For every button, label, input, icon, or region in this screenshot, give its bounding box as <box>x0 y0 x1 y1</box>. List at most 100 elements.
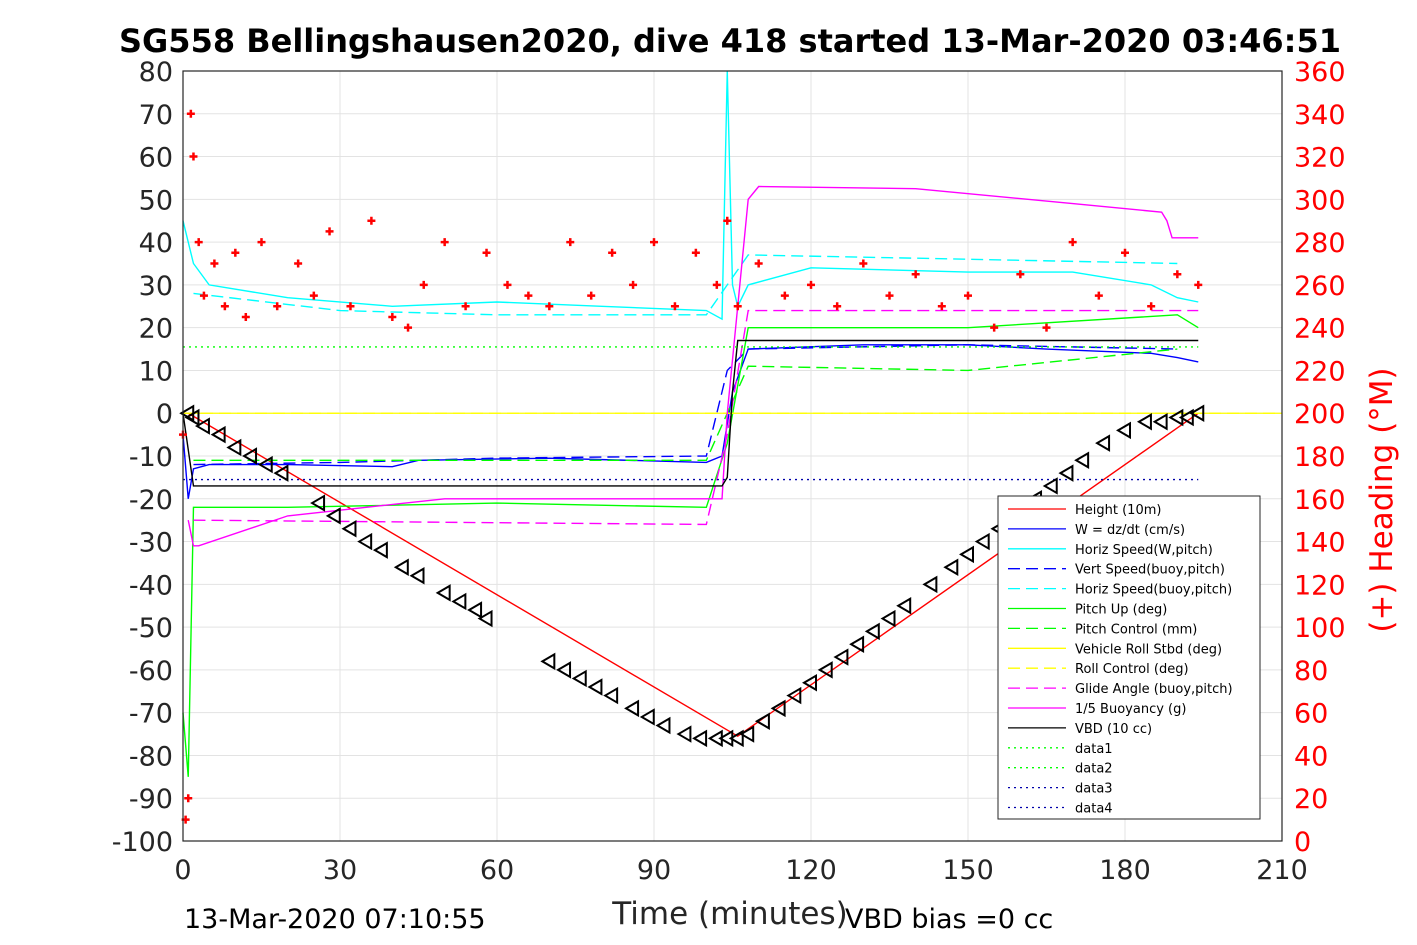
y2-tick-label: 280 <box>1294 228 1346 259</box>
heading-point <box>566 238 575 247</box>
x-tick-label: 60 <box>480 855 514 886</box>
vbd-marker <box>210 425 226 444</box>
y-axis-ticks: 80 70 60 50 40 30 20 10 0 -10 -20 -30 -40 -50 -60 -70 -8… <box>112 57 173 858</box>
heading-point <box>367 216 376 225</box>
heading-point <box>199 291 208 300</box>
vbd-marker <box>477 609 493 628</box>
y-tick-label: 10 <box>139 356 173 387</box>
vbd-marker <box>922 575 938 594</box>
y2-tick-label: 80 <box>1294 656 1328 687</box>
vbd-marker <box>880 609 896 628</box>
y2-tick-label: 220 <box>1294 356 1346 387</box>
vbd-marker <box>639 708 655 726</box>
heading-point <box>691 248 700 257</box>
y2-tick-label: 200 <box>1294 399 1346 430</box>
series-w-dz-dt-cm-s <box>182 344 1199 499</box>
legend-entry-label: Horiz Speed(buoy,pitch) <box>1075 583 1232 598</box>
vbd-marker <box>692 729 708 748</box>
legend-entry-label: data1 <box>1075 742 1113 757</box>
y2-tick-label: 260 <box>1294 271 1346 302</box>
series-horiz-speed-buoy-pitch <box>193 254 1178 316</box>
y2-tick-label: 60 <box>1294 699 1328 730</box>
heading-point <box>309 291 318 300</box>
vbd-markers <box>179 404 1205 748</box>
vbd-marker <box>1042 477 1058 495</box>
y-tick-label: 80 <box>139 57 173 88</box>
vbd-marker <box>393 558 409 576</box>
vbd-marker <box>864 622 880 641</box>
legend-box <box>997 495 1261 820</box>
y2-axis-label: (+) Heading (°M) <box>1364 367 1400 632</box>
vbd-marker <box>357 532 373 551</box>
x-tick-label: 120 <box>785 855 837 886</box>
y-tick-label: -70 <box>129 699 173 730</box>
y-tick-label: -80 <box>129 741 173 772</box>
vbd-marker <box>273 464 289 482</box>
y2-tick-label: 20 <box>1294 784 1328 815</box>
vbd-marker <box>959 545 974 564</box>
heading-point <box>1173 270 1182 279</box>
legend-entry-label: 1/5 Buoyancy (g) <box>1075 702 1186 717</box>
heading-point <box>524 291 533 300</box>
vbd-marker <box>1152 413 1168 431</box>
heading-point <box>885 291 894 300</box>
vbd-marker <box>786 686 802 705</box>
legend-entry-label: Glide Angle (buoy,pitch) <box>1075 682 1233 697</box>
y2-tick-label: 300 <box>1294 185 1346 216</box>
chart-title: SG558 Bellingshausen2020, dive 418 start… <box>119 22 1341 60</box>
y2-tick-label: 340 <box>1294 100 1346 131</box>
heading-point <box>629 280 638 289</box>
y2-tick-label: 0 <box>1294 827 1311 858</box>
heading-point <box>1147 302 1156 311</box>
heading-point <box>859 259 868 268</box>
y2-tick-label: 120 <box>1294 570 1346 601</box>
series-pitch-control-mm <box>193 348 1178 461</box>
vbd-marker <box>242 447 258 465</box>
legend-entry-label: Vert Speed(buoy,pitch) <box>1075 563 1225 578</box>
y-tick-label: -100 <box>112 827 173 858</box>
x-axis-label: Time (minutes) <box>611 896 847 932</box>
heading-point <box>273 302 282 311</box>
heading-point <box>608 248 617 257</box>
vbd-marker <box>1074 451 1090 470</box>
x-tick-label: 180 <box>1099 855 1151 886</box>
heading-point <box>241 312 250 321</box>
vbd-marker <box>325 507 341 525</box>
legend-entry-label: data4 <box>1075 802 1113 817</box>
heading-point <box>220 302 229 311</box>
series-glide-angle-buoy-pitch <box>193 309 1199 526</box>
heading-point <box>231 248 240 257</box>
heading-point <box>503 280 512 289</box>
series-vbd-10-cc <box>182 339 1199 487</box>
x-axis-ticks: 0 30 60 90 120 150 180 210 <box>174 855 1307 886</box>
x-tick-label: 210 <box>1256 855 1308 886</box>
series-vert-speed-buoy-pitch <box>193 344 1178 466</box>
y-tick-label: -60 <box>129 656 173 687</box>
heading-point <box>189 152 198 161</box>
vbd-marker <box>603 686 619 705</box>
vbd-marker <box>817 661 833 679</box>
vbd-marker <box>943 558 959 576</box>
legend-entry-label: Vehicle Roll Stbd (deg) <box>1075 642 1222 657</box>
vbd-marker <box>754 712 770 730</box>
heading-point <box>1094 291 1103 300</box>
series-pitch-up-deg <box>182 314 1199 777</box>
vbd-marker <box>770 699 786 718</box>
vbd-marker <box>1189 404 1205 422</box>
heading-point <box>833 302 842 311</box>
y2-tick-label: 180 <box>1294 442 1346 473</box>
vbd-marker <box>571 669 587 688</box>
heading-point <box>937 302 946 311</box>
heading-point <box>1068 238 1077 247</box>
x-tick-label: 150 <box>942 855 994 886</box>
y2-tick-label: 360 <box>1294 57 1346 88</box>
vbd-marker <box>341 519 357 538</box>
heading-point <box>404 323 413 332</box>
y-tick-label: 70 <box>139 100 173 131</box>
legend-entry-label: data3 <box>1075 782 1113 797</box>
y2-tick-label: 160 <box>1294 485 1346 516</box>
heading-point <box>723 216 732 225</box>
y-tick-label: -90 <box>129 784 173 815</box>
heading-point <box>461 302 470 311</box>
